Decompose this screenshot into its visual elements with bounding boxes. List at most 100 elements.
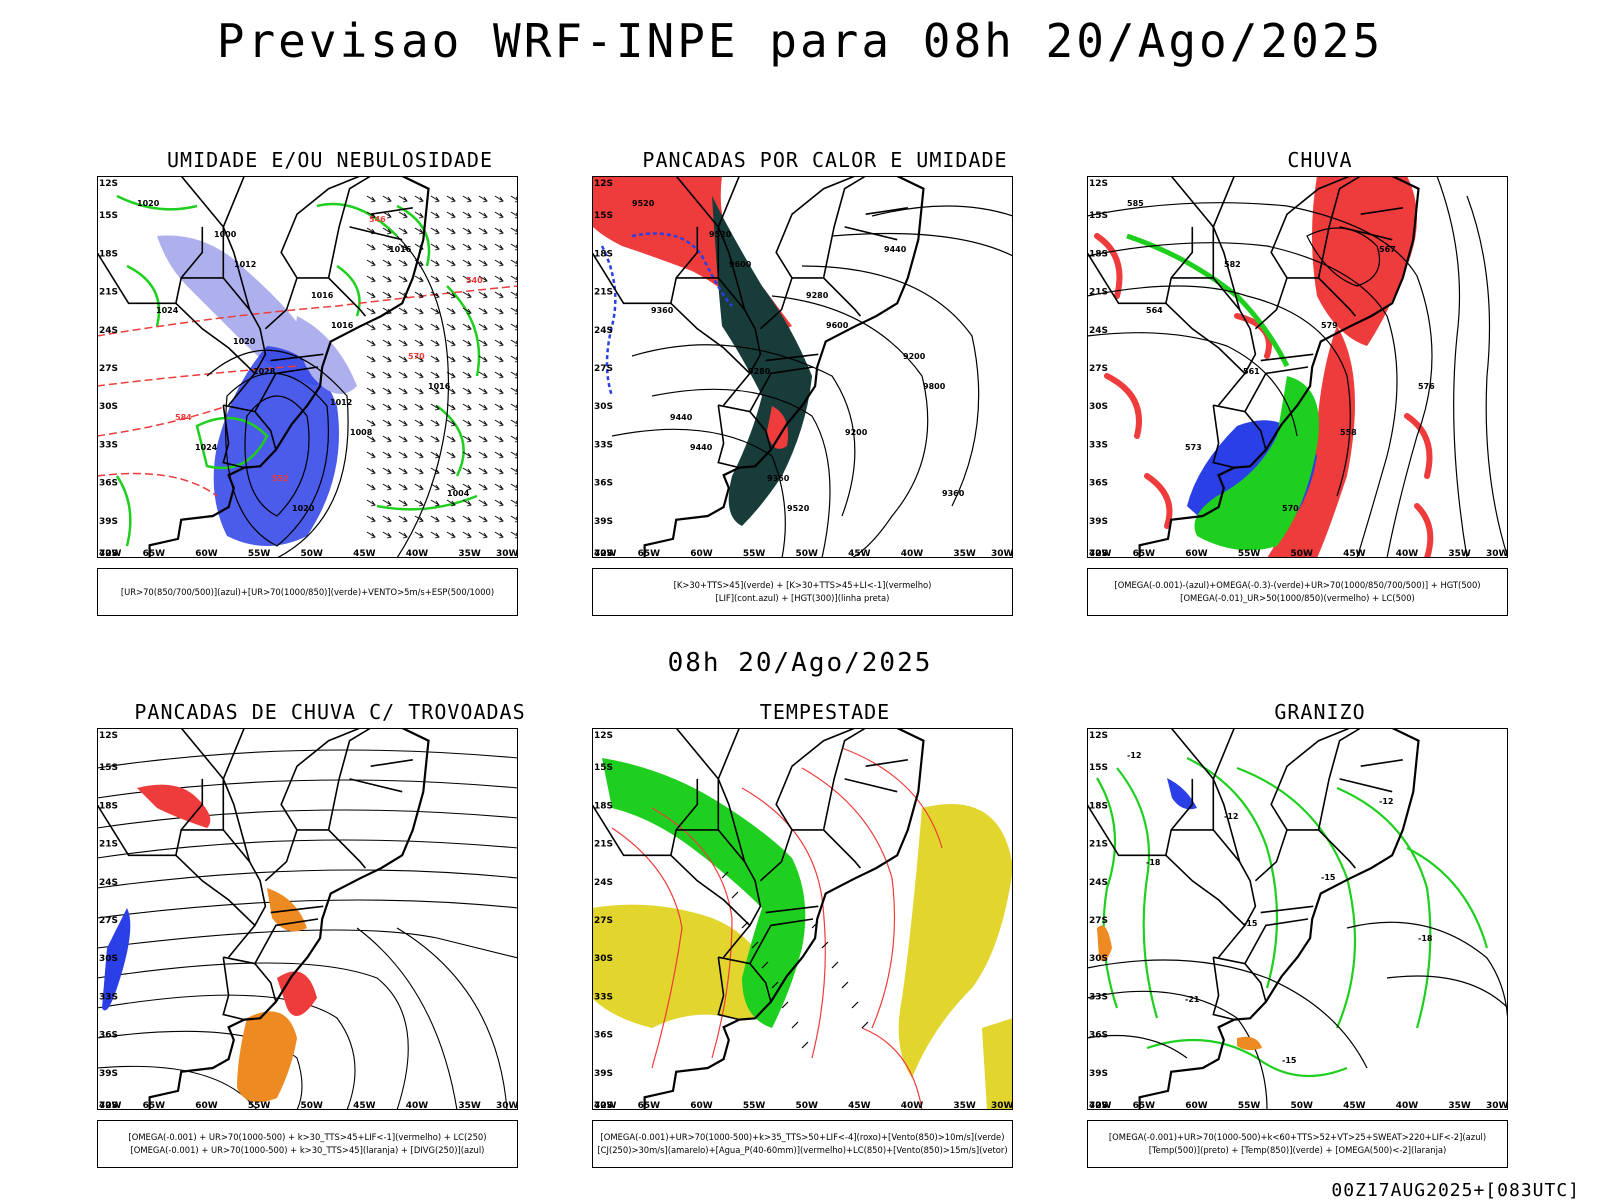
wind-arrow bbox=[430, 435, 440, 443]
contour-label: 561 bbox=[1243, 367, 1260, 376]
state-border bbox=[1317, 728, 1362, 831]
wind-arrow bbox=[382, 227, 392, 235]
wind-arrow bbox=[398, 355, 408, 363]
contour-label: -15 bbox=[1321, 873, 1336, 882]
state-border bbox=[775, 176, 856, 279]
lat-tick-label: 39S bbox=[1089, 517, 1108, 527]
lat-tick-label: 18S bbox=[99, 801, 118, 811]
wind-arrow bbox=[446, 275, 456, 283]
panel-chuva: CHUVA 585 582 579 576 573 570 567 564 561 558 12S… bbox=[1070, 148, 1570, 623]
lon-tick-label: 30W bbox=[496, 549, 518, 558]
wind-arrow bbox=[366, 499, 376, 507]
lat-tick-label: 12S bbox=[1089, 179, 1108, 189]
wind-arrow bbox=[398, 211, 408, 219]
contour-label: 9520 bbox=[787, 504, 810, 513]
wind-arrow bbox=[414, 211, 424, 219]
legend-line: [OMEGA(-0.001)-(azul)+OMEGA(-0.3)-(verde… bbox=[1114, 580, 1481, 590]
lat-tick-label: 27S bbox=[1089, 916, 1108, 926]
lon-tick-label: 65W bbox=[143, 1101, 166, 1110]
wind-arrow bbox=[366, 275, 376, 283]
black-temp500-contours bbox=[1087, 921, 1508, 1110]
lon-tick-label: 30W bbox=[991, 549, 1013, 558]
wind-arrow bbox=[446, 515, 456, 523]
wind-arrow bbox=[382, 243, 392, 251]
lat-tick-label: 18S bbox=[1089, 801, 1108, 811]
wind-arrow bbox=[494, 499, 504, 507]
wind-arrow bbox=[494, 515, 504, 523]
state-border bbox=[270, 905, 324, 914]
wind-arrow bbox=[462, 307, 472, 315]
legend-line: [CJ(250)>30m/s](amarelo)+[Agua_P(40-60mm… bbox=[597, 1145, 1008, 1155]
contour-labels: 9520 9600 9600 9800 9440 9520 9440 9360 9280 9200… bbox=[632, 199, 965, 513]
wind-arrow bbox=[510, 243, 518, 251]
wind-arrow bbox=[494, 419, 504, 427]
state-border bbox=[264, 829, 367, 882]
contour-label: -21 bbox=[1185, 995, 1200, 1004]
state-border bbox=[349, 778, 403, 793]
contour-label: 9520 bbox=[709, 230, 732, 239]
panel-granizo: GRANIZO -12 -12 -15 -18 -21 -15 -12 -18 -15 12S 1… bbox=[1070, 700, 1570, 1175]
state-border bbox=[775, 728, 856, 831]
wind-arrow bbox=[366, 515, 376, 523]
wind-arrow bbox=[510, 515, 518, 523]
wind-arrow bbox=[414, 323, 424, 331]
state-border bbox=[670, 829, 762, 927]
coastline bbox=[148, 728, 430, 1110]
state-border bbox=[175, 829, 267, 927]
lon-tick-label: 50W bbox=[1291, 549, 1314, 558]
state-border bbox=[1254, 829, 1357, 882]
red-thunderstorm-area bbox=[137, 784, 317, 1016]
lat-tick-label: 15S bbox=[99, 763, 118, 773]
state-border bbox=[222, 176, 251, 310]
lat-tick-label: 24S bbox=[99, 326, 118, 336]
lat-tick-label: 42S bbox=[1089, 1101, 1108, 1110]
wind-arrow bbox=[398, 243, 408, 251]
yellow-jet-area-2 bbox=[898, 804, 1013, 1078]
wind-arrow bbox=[478, 467, 488, 475]
run-info: 00Z17AUG2025+[083UTC] bbox=[1331, 1180, 1580, 1201]
wind-arrow bbox=[478, 355, 488, 363]
state-border bbox=[844, 778, 898, 793]
wind-arrow bbox=[382, 403, 392, 411]
state-border bbox=[765, 353, 819, 362]
coastline bbox=[148, 176, 430, 558]
state-border bbox=[227, 924, 256, 958]
lon-tick-label: 45W bbox=[353, 1101, 376, 1110]
wind-arrow bbox=[366, 435, 376, 443]
lat-tick-label: 15S bbox=[99, 211, 118, 221]
wind-arrow bbox=[382, 483, 392, 491]
lon-tick-label: 65W bbox=[638, 549, 661, 558]
contour-label: 570 bbox=[408, 352, 425, 361]
wind-arrow bbox=[366, 467, 376, 475]
panel-title: PANCADAS DE CHUVA C/ TROVOADAS bbox=[134, 700, 526, 724]
wind-arrow bbox=[478, 227, 488, 235]
red-rain-area bbox=[1312, 176, 1417, 346]
wind-arrow bbox=[366, 483, 376, 491]
panel-title: CHUVA bbox=[1287, 148, 1353, 172]
wind-arrow bbox=[430, 419, 440, 427]
wind-arrow bbox=[366, 243, 376, 251]
wind-arrow bbox=[398, 195, 408, 203]
state-border bbox=[1254, 277, 1357, 330]
lat-tick-label: 42S bbox=[594, 1101, 613, 1110]
lon-tick-label: 40W bbox=[406, 549, 429, 558]
state-border bbox=[264, 277, 367, 330]
wind-arrow bbox=[462, 355, 472, 363]
wind-arrow bbox=[414, 355, 424, 363]
wind-arrow bbox=[398, 323, 408, 331]
wind-arrow bbox=[414, 403, 424, 411]
red-rain-area-2 bbox=[1267, 326, 1355, 558]
lat-tick-label: 21S bbox=[1089, 288, 1108, 298]
contour-label: 9200 bbox=[903, 352, 926, 361]
state-border bbox=[675, 778, 699, 831]
lat-tick-label: 18S bbox=[99, 249, 118, 259]
panel-pancadas-calor: PANCADAS POR CALOR E UMIDADE 9520 9600 960… bbox=[575, 148, 1075, 623]
lat-tick-label: 15S bbox=[594, 211, 613, 221]
wind-arrow bbox=[366, 387, 376, 395]
blue-divergence-area bbox=[102, 908, 131, 1011]
state-border bbox=[327, 728, 372, 831]
contour-label: 573 bbox=[1185, 443, 1202, 452]
wind-arrow bbox=[478, 531, 488, 539]
state-border bbox=[227, 372, 256, 406]
lat-tick-label: 12S bbox=[594, 179, 613, 189]
